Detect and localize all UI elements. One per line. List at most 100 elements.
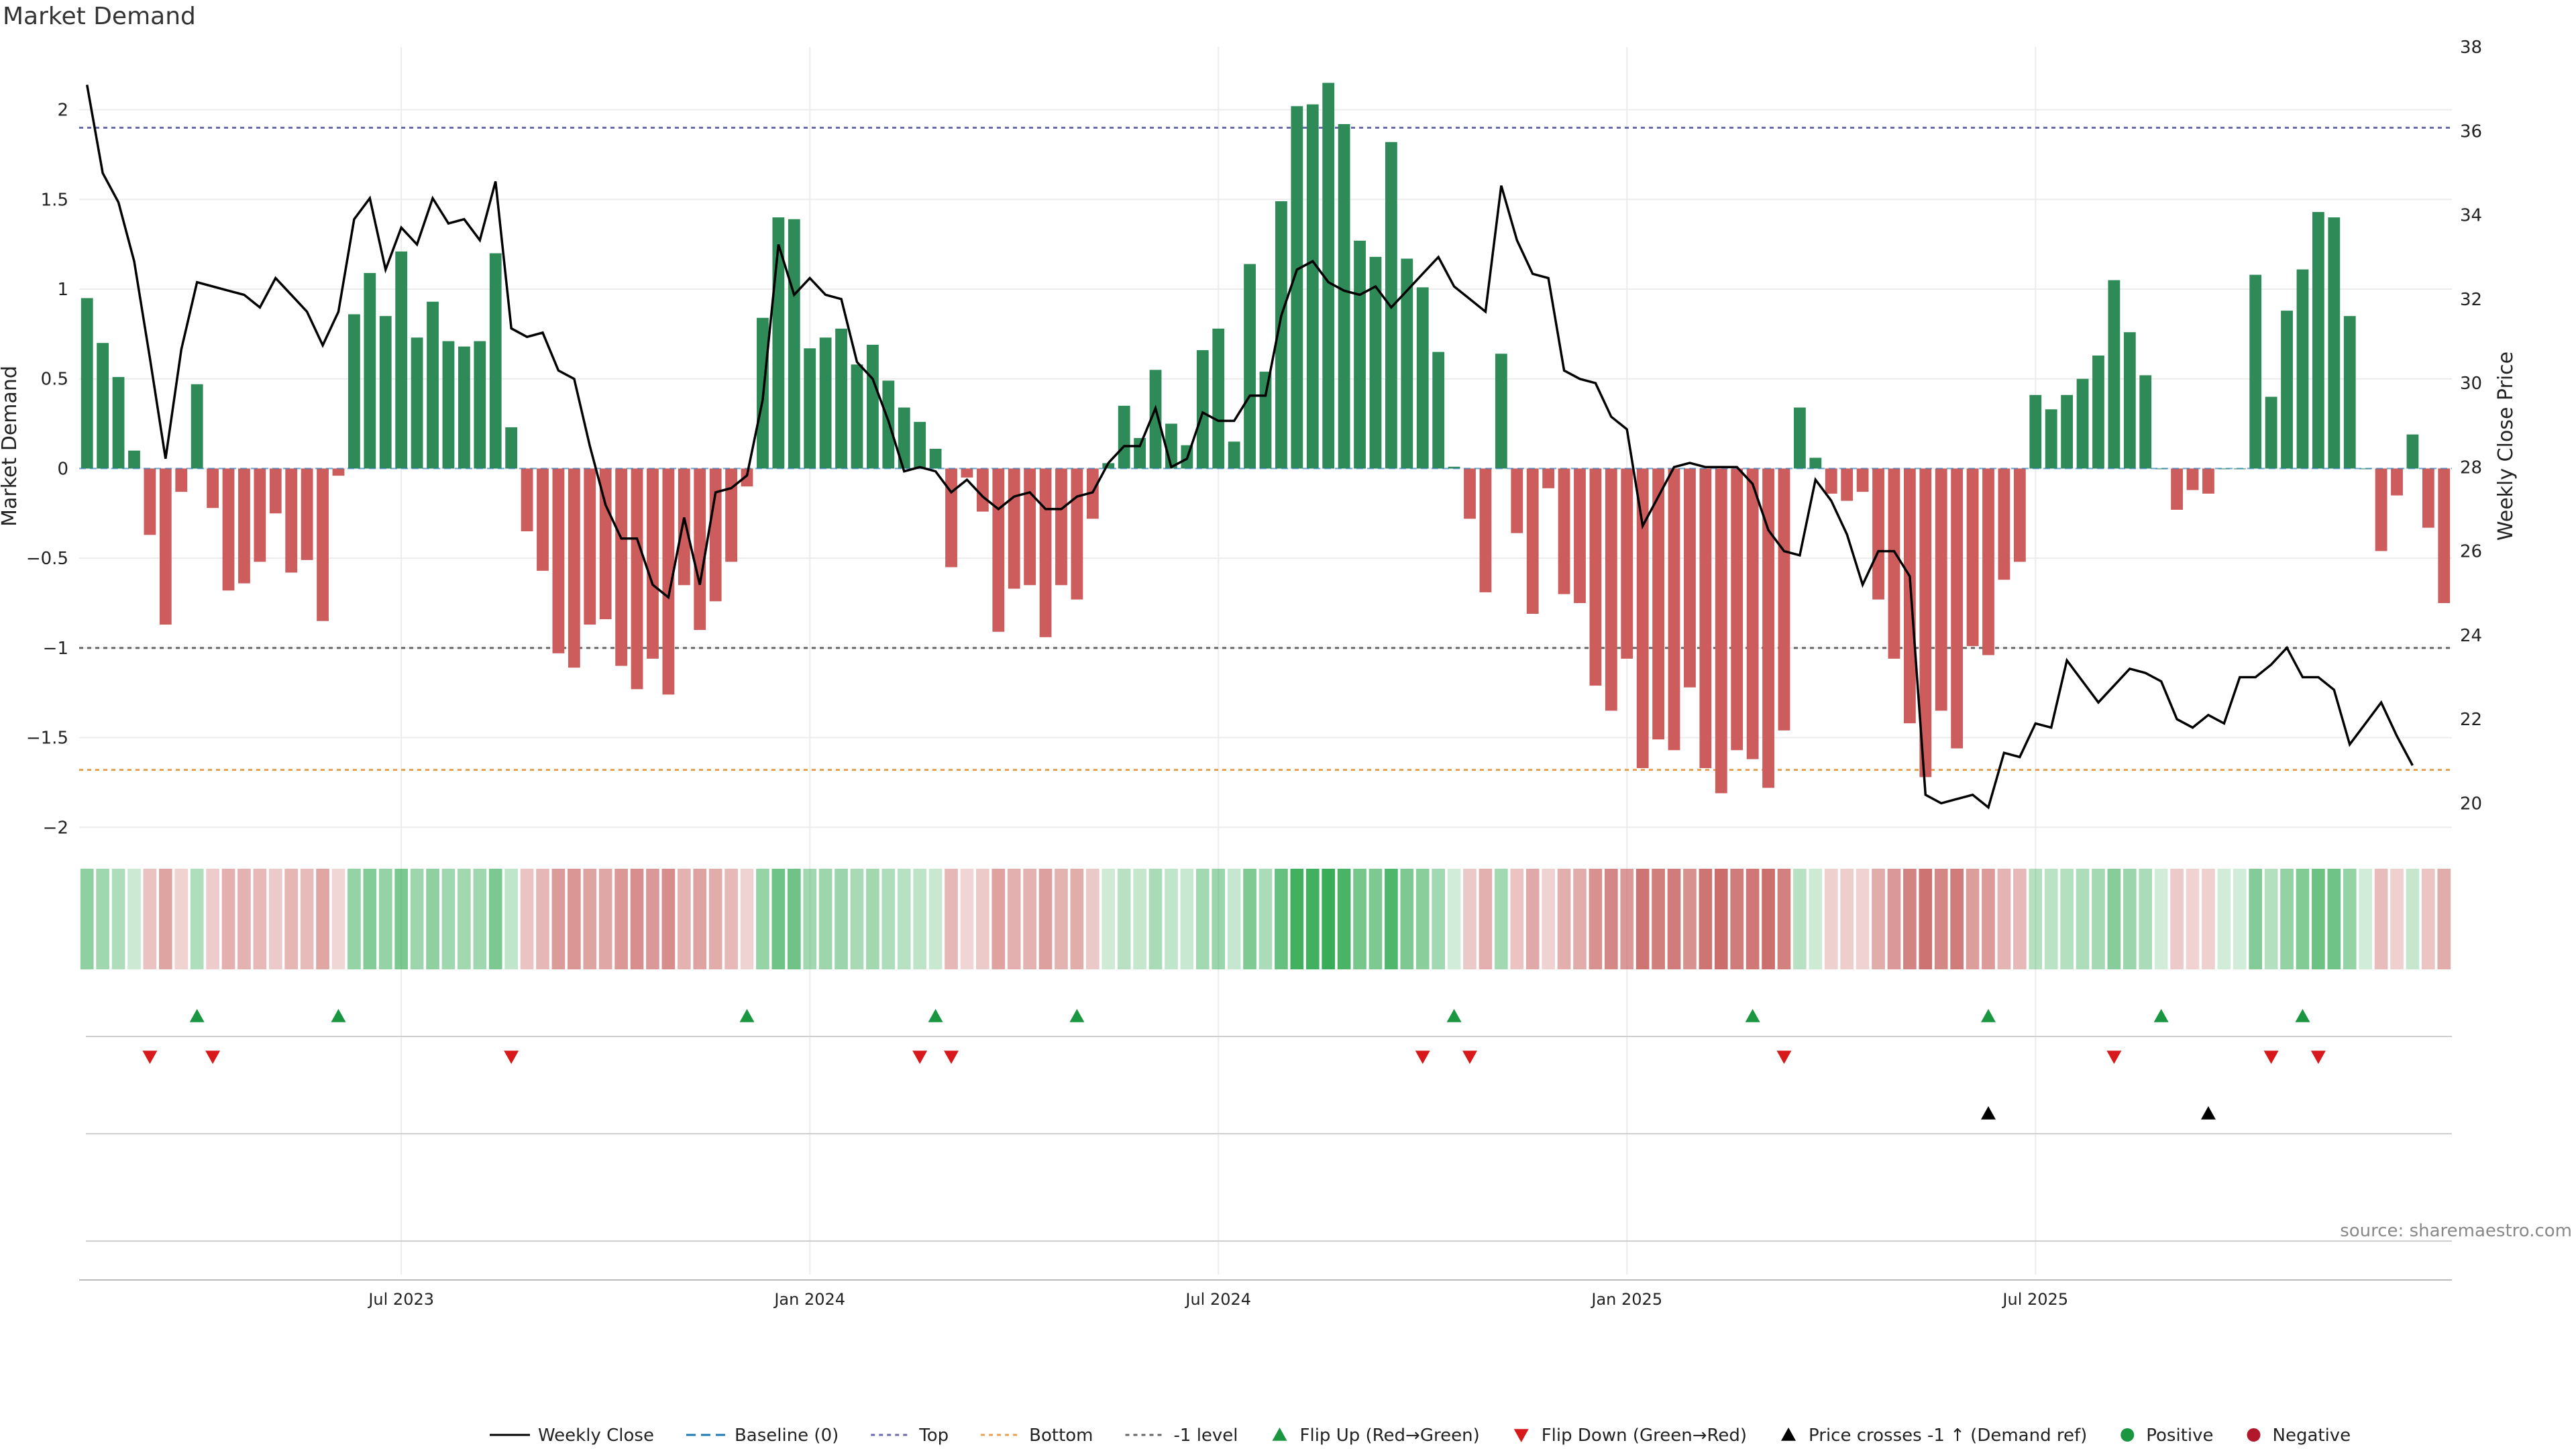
heat-cell-positive xyxy=(2280,869,2294,969)
positive-bar xyxy=(112,377,125,469)
heat-cell-negative xyxy=(630,869,644,969)
negative-bar xyxy=(521,468,533,532)
legend-label: Flip Down (Green→Red) xyxy=(1542,1426,1747,1446)
flip-up-marker xyxy=(1069,1009,1085,1022)
positive-bar xyxy=(2092,355,2104,469)
flip-down-marker xyxy=(944,1051,959,1064)
heat-cell-negative xyxy=(253,869,267,969)
positive-bar xyxy=(2076,378,2089,469)
heat-cell-negative xyxy=(614,869,628,969)
negative-bar xyxy=(1024,468,1036,586)
positive-bar xyxy=(2061,394,2074,469)
heat-cell-positive xyxy=(787,869,801,969)
heat-cell-negative xyxy=(1007,869,1021,969)
heat-cell-negative xyxy=(598,869,612,969)
heat-cell-negative xyxy=(143,869,157,969)
positive-bar xyxy=(1149,370,1162,469)
heat-cell-negative xyxy=(2202,869,2215,969)
heat-cell-positive xyxy=(473,869,487,969)
heat-cell-negative xyxy=(661,869,676,969)
heat-cell-negative xyxy=(551,869,566,969)
heat-cell-positive xyxy=(1415,869,1430,969)
negative-bar xyxy=(301,468,313,560)
heat-cell-negative xyxy=(646,869,659,969)
heat-cell-negative xyxy=(1023,869,1036,969)
heat-cell-positive xyxy=(1447,869,1461,969)
y-tick-label: −2 xyxy=(43,818,68,838)
heat-cell-positive xyxy=(1258,869,1273,969)
negative-bar xyxy=(1699,468,1712,769)
negative-bar xyxy=(647,468,659,659)
source-credit: source: sharemaestro.com xyxy=(2340,1221,2572,1241)
heat-cell-negative xyxy=(740,869,754,969)
negative-bar xyxy=(1511,468,1523,533)
heat-cell-negative xyxy=(1762,869,1775,969)
heat-cell-positive xyxy=(1133,869,1146,969)
heat-cell-negative xyxy=(1966,869,1980,969)
negative-bar xyxy=(332,468,345,476)
positive-bar xyxy=(348,314,360,469)
heat-cell-negative xyxy=(2437,869,2451,969)
negative-bar xyxy=(945,468,957,568)
heat-cell-positive xyxy=(771,869,786,969)
negative-bar xyxy=(976,468,989,512)
heat-cell-positive xyxy=(2343,869,2357,969)
negative-bar xyxy=(175,468,188,492)
negative-bar xyxy=(1574,468,1586,603)
negative-bar xyxy=(678,468,690,586)
heat-cell-negative xyxy=(568,869,581,969)
positive-bar xyxy=(505,427,518,469)
positive-bar xyxy=(97,343,109,469)
heat-cell-negative xyxy=(237,869,251,969)
heat-cell-negative xyxy=(1542,869,1555,969)
positive-bar xyxy=(128,450,140,469)
heat-cell-negative xyxy=(693,869,707,969)
negative-bar xyxy=(1935,468,1947,711)
negative-bar xyxy=(1542,468,1555,488)
y2-tick-label: 36 xyxy=(2460,121,2482,142)
legend-label: Flip Up (Red→Green) xyxy=(1300,1426,1480,1446)
heat-cell-positive xyxy=(1148,869,1163,969)
heat-cell-positive xyxy=(2217,869,2231,969)
positive-bar xyxy=(1448,466,1460,469)
heat-cell-positive xyxy=(190,869,204,969)
negative-bar xyxy=(1621,468,1633,659)
negative-bar xyxy=(662,468,675,695)
heat-cell-negative xyxy=(1887,869,1901,969)
legend-swatch xyxy=(2121,1428,2135,1442)
positive-bar xyxy=(1322,83,1335,469)
negative-bar xyxy=(741,468,753,487)
heat-cell-positive xyxy=(2139,869,2153,969)
positive-bar xyxy=(1118,405,1130,469)
heat-cell-negative xyxy=(583,869,597,969)
negative-bar xyxy=(269,468,282,514)
heat-cell-positive xyxy=(1353,869,1366,969)
positive-bar xyxy=(835,328,847,469)
y-tick-label: 1.5 xyxy=(41,190,68,210)
heat-cell-positive xyxy=(127,869,141,969)
heat-cell-negative xyxy=(724,869,738,969)
negative-bar xyxy=(1841,468,1854,501)
legend-label: -1 level xyxy=(1174,1426,1238,1446)
heat-cell-negative xyxy=(1463,869,1477,969)
y2-tick-label: 28 xyxy=(2460,458,2482,478)
flip-down-marker xyxy=(2310,1051,2326,1064)
heat-cell-positive xyxy=(1337,869,1351,969)
flip-down-marker xyxy=(1776,1051,1792,1064)
x-tick-label: Jan 2025 xyxy=(1590,1290,1662,1309)
positive-bar xyxy=(788,219,800,469)
heat-cell-positive xyxy=(347,869,361,969)
negative-bar xyxy=(537,468,549,571)
negative-bar xyxy=(2375,468,2387,551)
negative-bar xyxy=(2422,468,2434,528)
negative-bar xyxy=(631,468,643,690)
flip-down-marker xyxy=(2263,1051,2279,1064)
y2-tick-label: 32 xyxy=(2460,290,2482,310)
positive-bar xyxy=(1401,258,1413,469)
heat-cell-negative xyxy=(331,869,345,969)
heat-cell-negative xyxy=(1982,869,1995,969)
heat-cell-negative xyxy=(268,869,282,969)
heat-cell-negative xyxy=(1604,869,1618,969)
legend-label: Weekly Close xyxy=(538,1426,654,1446)
heat-cell-negative xyxy=(300,869,314,969)
